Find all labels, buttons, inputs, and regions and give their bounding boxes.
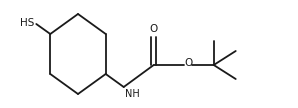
Text: NH: NH [125,89,139,99]
Text: O: O [185,58,193,68]
Text: HS: HS [20,18,34,28]
Text: O: O [150,24,158,34]
